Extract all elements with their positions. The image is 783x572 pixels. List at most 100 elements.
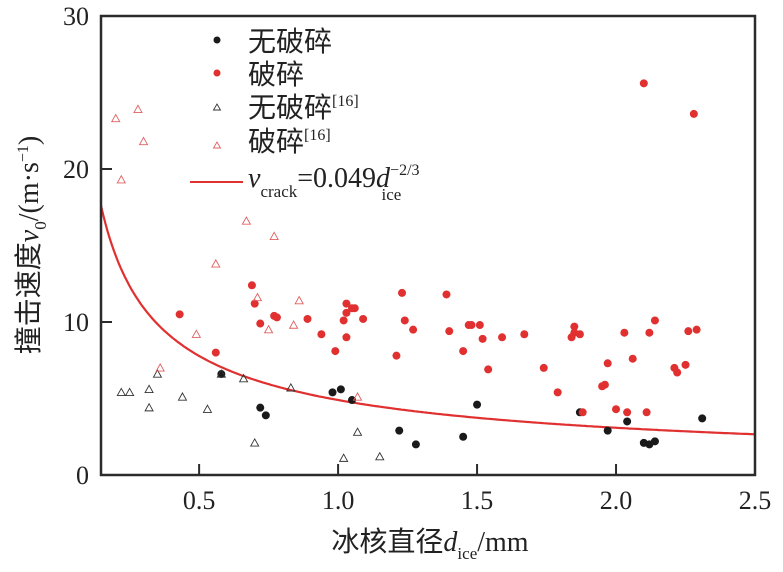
data-point — [124, 387, 135, 397]
legend-label-break-ref16-sup: [16] — [304, 127, 331, 144]
data-point — [155, 362, 165, 372]
x-tick-label: 2.5 — [739, 486, 772, 515]
data-point — [238, 373, 249, 383]
data-point — [411, 440, 420, 449]
legend-marker-red-triangle — [212, 141, 222, 149]
y-axis-title-exp: −1 — [15, 145, 32, 162]
data-point — [144, 402, 154, 412]
data-point — [645, 328, 654, 337]
legend-item-break-ref16: 破碎[16] — [212, 126, 331, 158]
series-3 — [110, 104, 363, 401]
y-axis-ticks: 0 10 20 30 — [63, 2, 112, 490]
x-tick-label: 1.5 — [461, 486, 494, 515]
y-axis-title-var: v — [14, 229, 45, 242]
data-point — [642, 408, 651, 417]
legend-marker-black-dot — [213, 36, 221, 44]
legend-label-crack-curve: vcrack=0.049d−2/3 ice — [248, 162, 420, 204]
data-point — [247, 281, 256, 290]
data-point — [689, 109, 698, 118]
data-point — [539, 363, 548, 372]
data-point — [467, 321, 476, 330]
data-point — [175, 310, 184, 319]
data-point — [211, 258, 221, 268]
data-point — [338, 453, 349, 462]
data-point — [138, 136, 149, 146]
data-point — [445, 327, 454, 336]
data-point — [317, 330, 326, 339]
data-point — [692, 325, 701, 334]
data-point — [473, 400, 482, 409]
data-point — [398, 288, 407, 297]
data-point — [392, 351, 401, 360]
data-point — [339, 316, 348, 325]
series-1 — [175, 79, 701, 417]
data-point — [116, 387, 127, 397]
data-point — [578, 408, 587, 417]
data-point — [650, 316, 659, 325]
data-point — [600, 380, 609, 389]
data-point — [152, 369, 163, 378]
x-axis-title-main: 冰核直径 — [331, 526, 443, 558]
data-point — [177, 392, 188, 401]
x-axis-title-sub: ice — [457, 544, 477, 563]
legend-label-break-ref16-text: 破碎 — [248, 126, 304, 158]
data-point — [639, 79, 648, 88]
data-point — [286, 382, 296, 392]
legend-item-no-break: 无破碎 — [213, 26, 332, 58]
legend-eq-sub-ice: ice — [382, 185, 402, 204]
crack-threshold-curve-layer — [99, 205, 756, 436]
data-point — [116, 174, 127, 184]
data-point — [352, 427, 363, 436]
data-point — [144, 384, 154, 393]
data-point — [328, 388, 337, 397]
y-tick-label: 20 — [63, 155, 89, 184]
y-axis-title-close: ) — [14, 136, 45, 145]
crack-threshold-curve — [99, 205, 756, 436]
y-axis-title-main: 撞击速度 — [13, 242, 45, 354]
data-point — [623, 417, 632, 426]
legend-label-no-break-ref16: 无破碎[16] — [248, 92, 359, 124]
y-axis-title: 撞击速度v0/(m·s−1) — [13, 136, 50, 354]
data-point — [681, 360, 690, 369]
data-point — [352, 392, 363, 401]
data-point — [202, 404, 213, 413]
data-point — [628, 354, 637, 363]
legend-item-crack-curve: vcrack=0.049d−2/3 ice — [190, 162, 420, 204]
x-axis-title: 冰核直径dice/mm — [331, 526, 528, 563]
legend-marker-black-triangle — [212, 103, 222, 111]
data-point — [256, 319, 265, 328]
legend-eq-coef: =0.049 — [297, 163, 376, 194]
data-point — [269, 231, 279, 240]
series-0 — [217, 370, 707, 449]
legend-eq-d: d — [376, 163, 391, 194]
legend-label-break-ref16: 破碎[16] — [248, 126, 331, 158]
data-point — [294, 295, 304, 305]
data-point — [395, 426, 404, 435]
data-point — [342, 308, 351, 317]
data-point — [331, 347, 340, 356]
data-point — [241, 216, 252, 225]
y-axis-title-sub: 0 — [31, 221, 50, 230]
x-axis-title-var: d — [443, 527, 458, 558]
data-point — [252, 292, 263, 302]
data-point — [478, 334, 487, 343]
legend-label-no-break: 无破碎 — [248, 26, 332, 58]
data-point — [347, 396, 356, 405]
data-point — [698, 414, 707, 423]
x-axis-ticks: 0.5 1.0 1.5 2.0 2.5 — [183, 464, 771, 515]
data-point — [459, 432, 468, 441]
legend-item-no-break-ref16: 无破碎[16] — [212, 92, 359, 124]
data-point — [575, 330, 584, 339]
legend: 无破碎 破碎 无破碎[16] 破碎[16] vcrack=0.049d−2/3 i… — [190, 26, 420, 204]
data-point — [110, 113, 121, 123]
data-point — [375, 451, 385, 461]
data-point — [620, 328, 629, 337]
data-point — [400, 316, 409, 325]
data-point — [475, 321, 484, 330]
series-2 — [116, 369, 385, 462]
data-point — [303, 314, 312, 323]
data-point — [520, 330, 529, 339]
plot-frame — [99, 14, 757, 477]
data-point — [623, 408, 632, 417]
